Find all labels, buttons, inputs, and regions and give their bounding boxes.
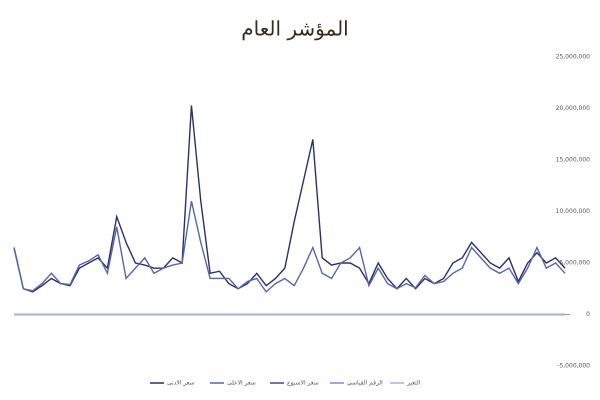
legend-label: الرقم القياسي [347, 380, 383, 387]
y-tick-label: -5,000,000 [557, 363, 590, 370]
series-line [13, 105, 566, 293]
y-tick-label: 5,000,000 [559, 260, 590, 267]
legend-label: سعر الاعلى [227, 380, 256, 387]
y-tick-label: 0 [586, 311, 590, 318]
y-tick-label: 10,000,000 [556, 208, 591, 215]
y-tick-label: 15,000,000 [556, 157, 591, 164]
legend-label: سعر الادنى [167, 380, 195, 387]
chart-title: المؤشر العام [241, 17, 348, 41]
y-tick-label: 25,000,000 [556, 54, 591, 61]
series-line [13, 201, 566, 293]
legend-label: التغير [406, 380, 421, 387]
legend-label: سعر الاسبوع [287, 380, 319, 387]
y-tick-label: 20,000,000 [556, 105, 591, 112]
